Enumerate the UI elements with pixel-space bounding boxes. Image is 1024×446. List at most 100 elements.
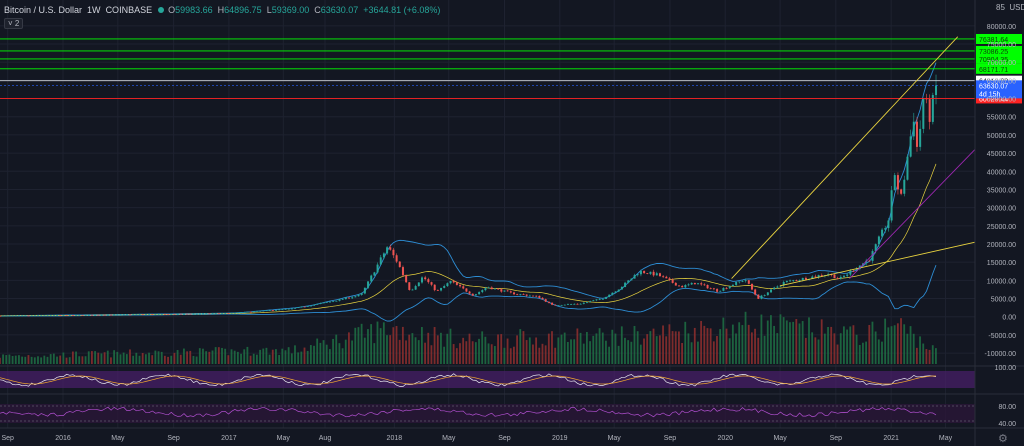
candle-body (608, 294, 611, 298)
candle-body (570, 304, 573, 305)
oscillator-1-band (0, 371, 975, 388)
volume-bar (639, 344, 642, 364)
x-tick-label: 2021 (883, 435, 899, 442)
candle-body (814, 276, 817, 278)
candle-body (468, 291, 471, 294)
candle-body (11, 315, 14, 317)
volume-bar (246, 346, 249, 364)
y-tick-label: -5000.00 (988, 333, 1016, 340)
volume-bar (382, 322, 385, 364)
candle-body (919, 128, 922, 147)
volume-bar (484, 336, 487, 364)
candle-body (275, 309, 278, 311)
x-tick-label: May (277, 435, 291, 442)
candle-body (160, 313, 163, 315)
volume-bar (785, 320, 788, 364)
trendlines[interactable] (731, 36, 976, 287)
volume-bar (68, 357, 71, 364)
candle-body (233, 312, 236, 314)
volume-bar (46, 356, 49, 364)
candle-body (357, 294, 360, 297)
candle-body (871, 251, 874, 261)
candle-body (24, 315, 27, 317)
candle-body (455, 282, 458, 285)
volume-bar (668, 324, 671, 364)
candle-body (427, 279, 430, 283)
volume-bar (275, 349, 277, 364)
volume-bar (52, 353, 55, 364)
volume-bar (24, 356, 27, 364)
volume-bar (94, 351, 96, 364)
volume-bar (338, 343, 341, 364)
volume-bar (465, 341, 468, 364)
candle-body (798, 280, 801, 281)
candle-body (360, 293, 363, 295)
volume-bar (513, 346, 515, 364)
candle-body (214, 313, 217, 315)
candle-body (328, 301, 331, 303)
x-tick-label: May (608, 435, 622, 442)
candle-body (547, 301, 550, 303)
volume-bar (697, 341, 699, 364)
volume-bar (56, 356, 58, 364)
volume-bar (84, 356, 87, 364)
indicator-collapse-button[interactable]: ˅ 2 (4, 18, 24, 29)
candle-body (262, 310, 265, 312)
candle-body (906, 156, 909, 180)
volume-bar (303, 347, 306, 364)
candle-body (846, 274, 849, 276)
candle-body (46, 315, 49, 317)
candle-body (278, 309, 281, 311)
volume-bar (735, 333, 737, 364)
candle-body (268, 310, 271, 312)
volume-bar (33, 357, 36, 364)
candle-body (249, 311, 252, 313)
candle-body (887, 220, 890, 229)
candle-body (522, 294, 525, 295)
candle-body (782, 282, 785, 286)
candle-body (912, 121, 915, 137)
candle-body (671, 279, 674, 283)
volume-bar (398, 339, 401, 364)
volume-bar (278, 355, 281, 364)
volume-bar (217, 347, 220, 364)
candle-body (414, 286, 417, 290)
volume-bar (760, 314, 763, 364)
volume-bar (535, 337, 538, 364)
price-level-label: 73086.25 (979, 49, 1008, 56)
candle-body (87, 314, 90, 316)
volume-bar (363, 337, 366, 364)
symbol-title[interactable]: Bitcoin / U.S. Dollar 1W COINBASE (4, 5, 152, 15)
candle-body (890, 190, 893, 221)
volume-bar (782, 317, 785, 364)
candle-body (817, 275, 820, 278)
price-level-label: 70904.35 (979, 57, 1008, 64)
candle-body (290, 308, 293, 310)
candle-body (376, 264, 379, 273)
partial-top-tick: 85 (996, 3, 1005, 12)
volume-bar (744, 311, 747, 364)
horizontal-levels[interactable]: 76381.6473086.2570904.3568171.7164912.88… (0, 33, 1022, 104)
candle-body (62, 315, 65, 316)
volume-bar (284, 350, 287, 364)
volume-bar (430, 345, 433, 364)
candle-body (211, 313, 214, 315)
x-tick-label: 2020 (717, 435, 733, 442)
gear-icon[interactable]: ⚙ (998, 433, 1008, 445)
candle-body (271, 310, 274, 312)
volume-bar (103, 352, 106, 364)
volume-bar (674, 331, 677, 364)
candle-body (440, 287, 443, 291)
volume-bar (167, 356, 169, 364)
candle-body (487, 287, 490, 289)
trendline (731, 36, 959, 279)
y-tick-label: 55000.00 (987, 115, 1016, 122)
candle-body (313, 304, 316, 306)
candle-body (792, 280, 795, 281)
volume-bar (716, 336, 718, 364)
volume-bar (789, 322, 791, 364)
volume-bar (119, 354, 122, 364)
volume-bar (183, 348, 185, 364)
volume-bar (846, 329, 848, 364)
